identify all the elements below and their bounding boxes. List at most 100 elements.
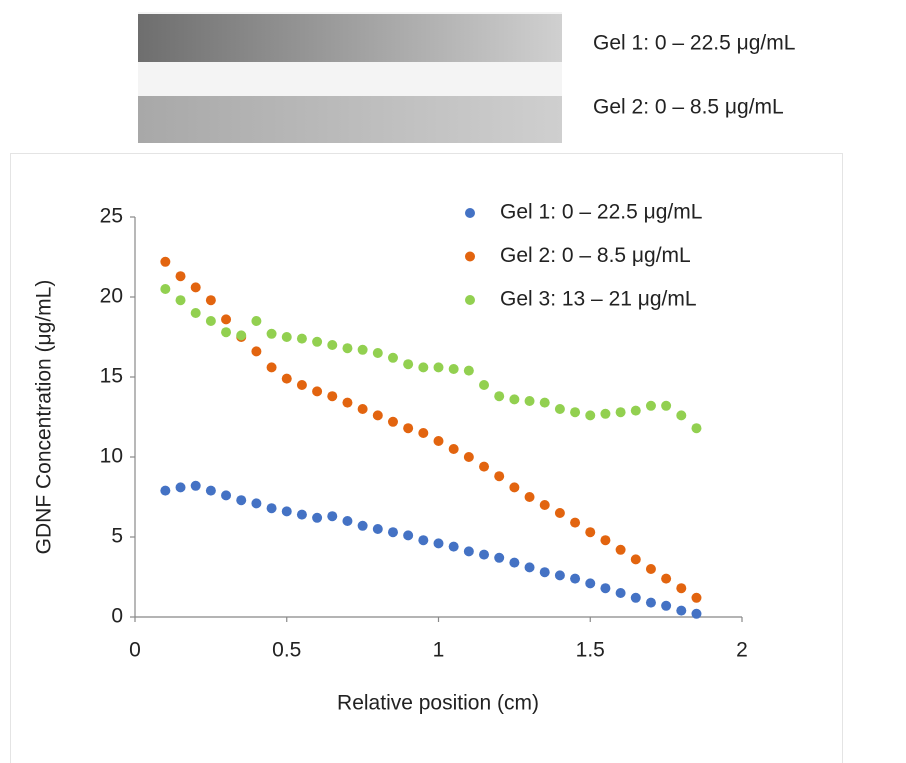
data-point — [615, 407, 626, 418]
data-point — [342, 397, 353, 408]
data-point — [570, 407, 581, 418]
data-point — [691, 592, 702, 603]
data-point — [296, 509, 307, 520]
data-point — [357, 520, 368, 531]
data-point — [433, 538, 444, 549]
x-tick-label: 0.5 — [272, 639, 301, 662]
y-tick-label: 10 — [100, 445, 123, 468]
data-point — [236, 495, 247, 506]
data-point — [524, 562, 535, 573]
gel-strip — [138, 14, 562, 62]
data-point — [418, 535, 429, 546]
data-point — [494, 471, 505, 482]
x-tick-label: 2 — [736, 639, 748, 662]
chart-border — [10, 153, 843, 763]
data-point — [554, 508, 565, 518]
data-point — [221, 490, 232, 501]
data-point — [524, 396, 535, 406]
data-point — [615, 588, 626, 598]
data-point — [327, 340, 338, 350]
data-point — [691, 423, 702, 434]
data-point — [479, 461, 490, 472]
data-point — [372, 524, 383, 534]
data-point — [160, 485, 171, 496]
data-point — [448, 541, 459, 552]
data-point — [585, 410, 596, 421]
data-point — [403, 423, 414, 434]
data-point — [281, 373, 292, 384]
data-point — [554, 404, 565, 414]
data-point — [342, 343, 353, 354]
data-point — [645, 564, 656, 574]
plot: 0 5 10 15 20 25 0 0.5 1 1.5 2 Gel 1: 0 – 22.5 μg/mL… — [100, 201, 748, 662]
data-point — [190, 480, 201, 491]
gel-label: Gel 2: 0 – 8.5 μg/mL — [593, 96, 784, 119]
data-point — [387, 416, 398, 427]
y-tick-label: 0 — [111, 605, 123, 628]
data-point — [494, 552, 505, 563]
data-point — [175, 271, 186, 282]
data-point — [630, 592, 641, 603]
data-point — [327, 391, 338, 402]
data-point — [479, 549, 490, 560]
data-point — [160, 284, 171, 294]
data-point — [600, 408, 611, 419]
data-point — [205, 316, 216, 326]
gel-label: Gel 1: 0 – 22.5 μg/mL — [593, 32, 795, 55]
data-point — [357, 344, 368, 355]
data-point — [661, 573, 672, 584]
data-point — [251, 316, 262, 326]
data-point — [448, 364, 459, 374]
data-point — [570, 517, 581, 528]
data-point — [600, 583, 611, 594]
data-point — [372, 348, 383, 358]
gel-strip — [138, 96, 562, 143]
y-tick-label: 25 — [100, 205, 123, 228]
y-axis-title: GDNF Concentration (μg/mL) — [33, 280, 56, 555]
data-point — [205, 485, 216, 496]
x-axis-title: Relative position (cm) — [337, 692, 539, 715]
data-point — [509, 557, 520, 568]
y-tick-label: 15 — [100, 365, 123, 388]
data-point — [205, 295, 216, 306]
data-point — [372, 410, 383, 421]
data-point — [539, 567, 550, 578]
data-point — [676, 583, 687, 594]
data-point — [661, 400, 672, 411]
data-point — [160, 256, 171, 267]
data-point — [509, 394, 520, 405]
legend-label: Gel 2: 0 – 8.5 μg/mL — [500, 244, 691, 267]
data-point — [630, 405, 641, 416]
data-point — [175, 295, 186, 306]
x-tick-label: 0 — [129, 639, 141, 662]
data-point — [524, 492, 535, 502]
data-point — [433, 436, 444, 446]
legend-marker — [465, 295, 475, 305]
y-tick-label: 5 — [111, 525, 123, 548]
data-point — [221, 327, 232, 338]
data-point — [175, 482, 186, 493]
data-point — [403, 530, 414, 541]
data-point — [418, 362, 429, 373]
data-point — [190, 282, 201, 293]
data-point — [630, 554, 641, 565]
data-point — [312, 336, 323, 347]
data-point — [539, 500, 550, 510]
data-point — [281, 332, 292, 342]
data-point — [266, 362, 277, 373]
data-point — [645, 400, 656, 411]
data-point — [615, 544, 626, 555]
data-point — [585, 578, 596, 589]
legend-label: Gel 3: 13 – 21 μg/mL — [500, 288, 697, 311]
legend-label: Gel 1: 0 – 22.5 μg/mL — [500, 201, 702, 224]
data-point — [463, 452, 474, 462]
data-point — [479, 380, 490, 390]
x-tick-label: 1 — [433, 639, 445, 662]
data-point — [296, 333, 307, 344]
data-point — [691, 608, 702, 619]
data-point — [661, 600, 672, 611]
data-point — [554, 570, 565, 581]
data-point — [676, 605, 687, 616]
data-point — [463, 546, 474, 557]
